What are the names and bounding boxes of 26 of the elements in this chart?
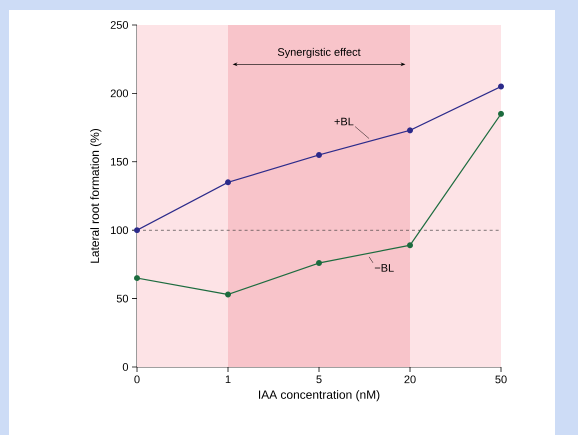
y-axis-title: Lateral root formation (%) [90, 128, 102, 263]
x-tick-label: 1 [226, 376, 231, 384]
point [316, 152, 322, 158]
point [316, 260, 322, 266]
x-tick-label: 0 [134, 376, 140, 384]
point [498, 110, 504, 117]
point [407, 242, 414, 248]
point [134, 275, 140, 282]
y-tick-label: 150 [111, 158, 128, 166]
x-tick-label: 5 [316, 376, 322, 384]
x-tick-label: 20 [404, 376, 416, 384]
x-axis-title: IAA concentration (nM) [258, 390, 380, 402]
y-tick-label: 100 [111, 226, 128, 234]
point [225, 291, 232, 298]
series-label: −BL [374, 264, 394, 272]
point [498, 84, 504, 90]
y-tick-label: 0 [122, 363, 128, 371]
y-tick-label: 250 [110, 21, 128, 29]
y-tick-label: 200 [110, 90, 128, 98]
point [225, 179, 232, 186]
series-label: +BL [334, 118, 354, 126]
point [134, 227, 140, 234]
y-tick-label: 50 [116, 294, 128, 302]
x-tick-label: 50 [495, 376, 507, 384]
point [407, 127, 414, 134]
band-label: Synergistic effect [278, 48, 361, 58]
